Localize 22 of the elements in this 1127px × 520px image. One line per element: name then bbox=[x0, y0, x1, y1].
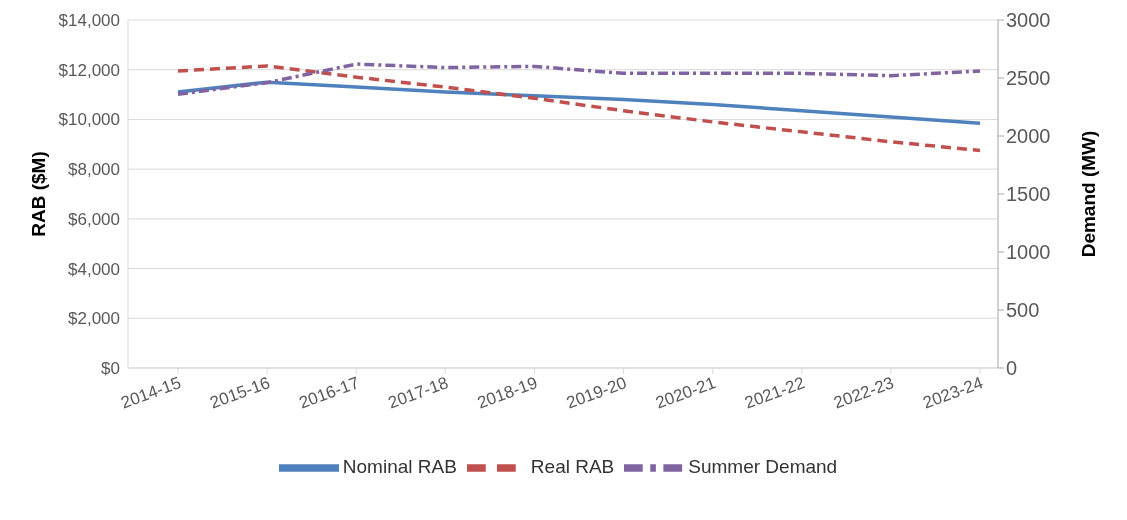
y-tick-label: $10,000 bbox=[58, 110, 120, 130]
line-series bbox=[176, 64, 982, 153]
y-tick-label: $2,000 bbox=[68, 309, 120, 329]
legend-label: Nominal RAB bbox=[342, 456, 457, 478]
legend-label: Real RAB bbox=[530, 456, 615, 478]
y2-tick-label: 1000 bbox=[1006, 241, 1051, 264]
y-tick-label: $4,000 bbox=[68, 259, 120, 279]
y-tick-label: $12,000 bbox=[58, 60, 120, 80]
y2-tick-label: 1500 bbox=[1006, 183, 1051, 206]
legend-label: Summer Demand bbox=[688, 456, 838, 478]
y-tick-label: $0 bbox=[101, 359, 120, 379]
y-axis-title: RAB ($M) bbox=[27, 151, 49, 237]
y2-tick-label: 0 bbox=[1006, 357, 1018, 380]
y-tick-label: $8,000 bbox=[68, 160, 120, 180]
y-tick-label: $6,000 bbox=[68, 209, 120, 229]
line-series bbox=[176, 62, 982, 96]
y-tick-label: $14,000 bbox=[58, 11, 120, 31]
y2-tick-label: 500 bbox=[1006, 299, 1040, 322]
y2-tick-label: 3000 bbox=[1006, 9, 1051, 32]
y2-tick-label: 2500 bbox=[1006, 67, 1051, 90]
y2-tick-label: 2000 bbox=[1006, 125, 1051, 148]
y2-axis-title: Demand (MW) bbox=[1077, 130, 1099, 258]
